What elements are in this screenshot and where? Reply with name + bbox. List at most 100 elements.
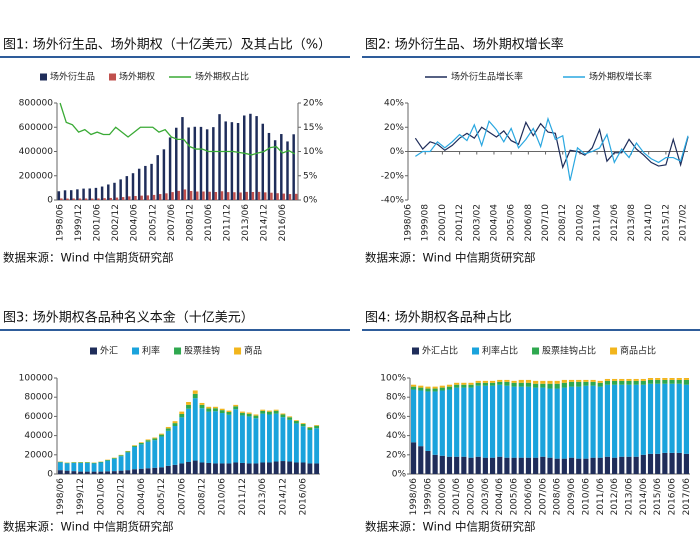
x-tick-label: 2008/06 bbox=[553, 478, 563, 516]
bar-segment bbox=[64, 470, 70, 474]
bar-segment bbox=[159, 436, 164, 468]
bar-segment bbox=[425, 391, 431, 451]
bar-segment bbox=[165, 428, 171, 431]
bar-segment bbox=[576, 381, 582, 387]
bar-segment bbox=[561, 382, 567, 388]
x-tick-label: 2012/06 bbox=[610, 204, 620, 242]
bar bbox=[273, 140, 277, 200]
bar-segment bbox=[583, 381, 589, 386]
bar bbox=[214, 191, 218, 200]
bar-segment bbox=[619, 456, 625, 474]
bar-segment bbox=[418, 387, 424, 391]
x-tick-label: 2001/06 bbox=[93, 204, 103, 242]
bar-segment bbox=[432, 388, 438, 392]
bar-segment bbox=[57, 461, 63, 463]
y-tick-label: -40% bbox=[381, 196, 405, 206]
x-tick-label: 2013/08 bbox=[627, 204, 637, 242]
y2-tick-label: 5% bbox=[303, 171, 318, 181]
bar-segment bbox=[418, 390, 424, 447]
bar-segment bbox=[307, 430, 313, 464]
x-tick-label: 1998/06 bbox=[409, 478, 419, 516]
bar-segment bbox=[647, 453, 654, 474]
bar-segment bbox=[253, 463, 259, 474]
x-tick-label: 2016/06 bbox=[668, 478, 678, 516]
bar-segment bbox=[418, 385, 424, 388]
x-tick-label: 2008/12 bbox=[185, 204, 195, 241]
bar-segment bbox=[533, 380, 539, 384]
bar-segment bbox=[179, 411, 185, 414]
bar-segment bbox=[186, 402, 191, 405]
x-tick-label: 2004/06 bbox=[130, 204, 140, 242]
bar bbox=[146, 195, 150, 200]
legend-label: 场外衍生品 bbox=[50, 71, 95, 83]
y-tick-label: 0 bbox=[47, 470, 53, 480]
bar bbox=[90, 198, 94, 200]
bar-segment bbox=[226, 410, 232, 412]
bar-segment bbox=[612, 378, 618, 381]
bar-segment bbox=[287, 417, 293, 420]
bar-segment bbox=[240, 462, 245, 474]
bar-segment bbox=[273, 413, 279, 462]
bar-segment bbox=[633, 378, 639, 381]
x-tick-label: 2012/06 bbox=[610, 478, 620, 516]
bar-segment bbox=[266, 411, 272, 415]
y-tick-label: 0% bbox=[392, 470, 407, 480]
bar-segment bbox=[226, 463, 232, 474]
x-tick-label: 2011/12 bbox=[222, 204, 232, 241]
bar bbox=[119, 179, 122, 200]
bar bbox=[82, 188, 85, 200]
bar-segment bbox=[540, 383, 546, 388]
bar-segment bbox=[468, 387, 474, 458]
bar-segment bbox=[71, 462, 77, 472]
bar-segment bbox=[192, 460, 198, 474]
x-tick-label: 2009/06 bbox=[567, 478, 577, 516]
line bbox=[414, 120, 689, 170]
bar-segment bbox=[554, 388, 560, 459]
bar-segment bbox=[504, 385, 510, 458]
x-tick-label: 2010/06 bbox=[204, 204, 214, 242]
bar-segment bbox=[533, 383, 539, 388]
bar-segment bbox=[111, 458, 117, 472]
bar-segment bbox=[590, 457, 596, 474]
x-tick-label: 2011/04 bbox=[593, 204, 603, 242]
bar-segment bbox=[411, 389, 417, 443]
bar-segment bbox=[165, 430, 171, 466]
bar-segment bbox=[186, 462, 191, 474]
bar-segment bbox=[260, 462, 266, 474]
bar bbox=[220, 191, 224, 200]
bar-segment bbox=[439, 455, 445, 474]
bar-segment bbox=[504, 381, 510, 386]
bar-segment bbox=[213, 411, 218, 464]
bar-segment bbox=[287, 416, 293, 418]
bar-segment bbox=[540, 456, 546, 474]
bar-segment bbox=[280, 417, 286, 462]
bar-segment bbox=[561, 458, 567, 474]
bar-segment bbox=[300, 426, 306, 463]
bar bbox=[121, 197, 125, 200]
legend-swatch bbox=[610, 347, 618, 355]
x-tick-label: 1998/06 bbox=[56, 478, 66, 516]
bar bbox=[205, 129, 209, 200]
bar-segment bbox=[612, 380, 618, 385]
x-tick-label: 1999/12 bbox=[74, 204, 84, 241]
x-tick-label: 2006/08 bbox=[524, 204, 534, 242]
bar bbox=[60, 198, 63, 200]
bar-segment bbox=[533, 387, 539, 458]
x-tick-label: 2005/06 bbox=[510, 478, 520, 516]
bar-segment bbox=[219, 463, 225, 474]
bar-segment bbox=[597, 457, 603, 474]
x-tick-label: 1999/12 bbox=[76, 478, 86, 515]
y-tick-label: 100% bbox=[380, 374, 406, 384]
bar-segment bbox=[418, 446, 424, 474]
bar-segment bbox=[111, 471, 117, 474]
bar-segment bbox=[233, 406, 239, 410]
x-tick-label: 2015/06 bbox=[653, 478, 663, 516]
y-tick-label: 100000 bbox=[19, 374, 54, 384]
bar-segment bbox=[64, 462, 70, 464]
source-note: 数据来源：Wind 中信期货研究部 bbox=[365, 251, 536, 265]
bar bbox=[88, 188, 91, 200]
bar-segment bbox=[118, 455, 124, 457]
bar bbox=[282, 193, 286, 200]
bar-segment bbox=[583, 379, 589, 382]
